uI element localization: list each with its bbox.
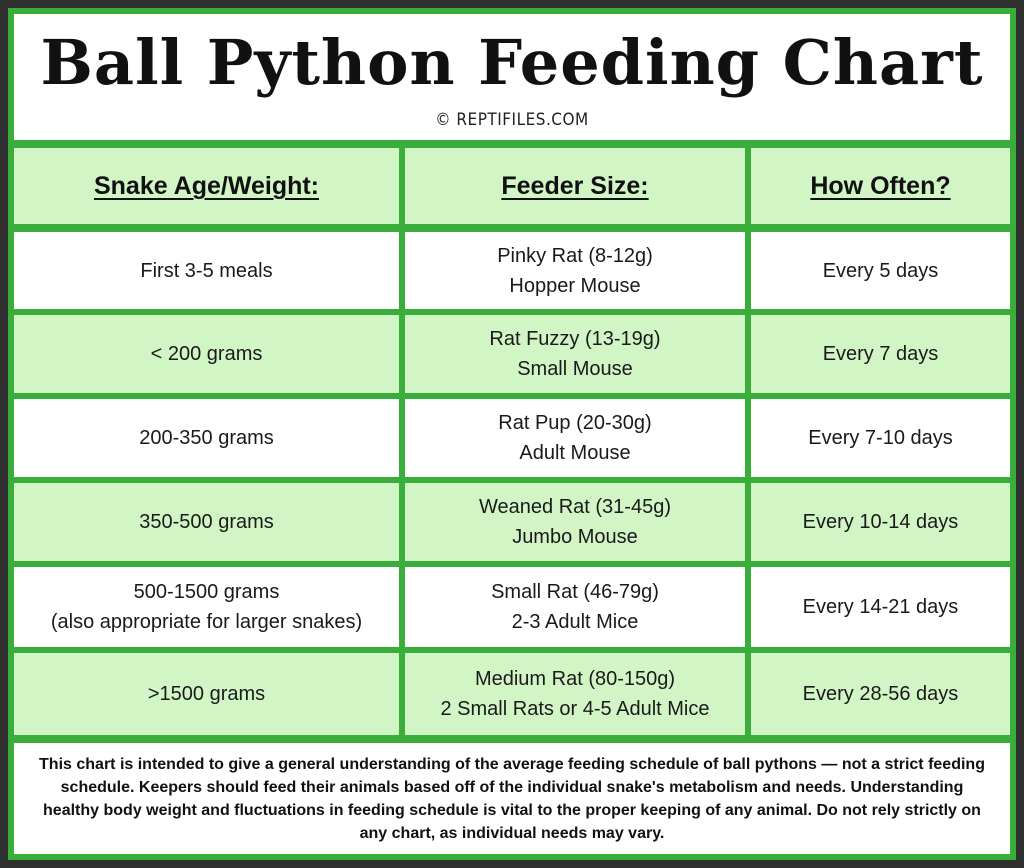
table-row-1-feeder: Pinky Rat (8-12g) Hopper Mouse [405, 232, 745, 309]
feeder-line: Small Mouse [517, 358, 633, 380]
copyright-credit: © REPTIFILES.COM [435, 110, 589, 130]
age-line: 500-1500 grams [133, 581, 280, 603]
column-header-frequency: How Often? [751, 148, 1010, 224]
table-row-6-frequency: Every 28-56 days [751, 653, 1010, 735]
age-line: >1500 grams [147, 683, 266, 705]
frequency-value: Every 28-56 days [802, 683, 959, 705]
column-header-feeder: Feeder Size: [405, 148, 745, 224]
feeder-line: Rat Fuzzy (13-19g) [489, 328, 661, 350]
table-row-3-age: 200-350 grams [14, 399, 399, 477]
feeding-chart: Ball Python Feeding Chart © REPTIFILES.C… [8, 8, 1016, 860]
table-row-4-frequency: Every 10-14 days [751, 483, 1010, 561]
frequency-value: Every 10-14 days [802, 511, 959, 533]
feeder-line: Small Rat (46-79g) [491, 581, 659, 603]
feeder-line: Weaned Rat (31-45g) [479, 496, 671, 518]
table-row-4-feeder: Weaned Rat (31-45g) Jumbo Mouse [405, 483, 745, 561]
age-line: 350-500 grams [139, 511, 274, 533]
table-row-3-feeder: Rat Pup (20-30g) Adult Mouse [405, 399, 745, 477]
chart-title: Ball Python Feeding Chart [40, 26, 984, 99]
frequency-value: Every 7 days [822, 343, 939, 365]
disclaimer-panel: This chart is intended to give a general… [14, 743, 1010, 854]
table-row-2-feeder: Rat Fuzzy (13-19g) Small Mouse [405, 315, 745, 393]
table-row-4-age: 350-500 grams [14, 483, 399, 561]
frequency-value: Every 5 days [822, 259, 939, 282]
age-line: First 3-5 meals [140, 259, 273, 282]
frequency-value: Every 14-21 days [802, 596, 959, 618]
table-row-2-frequency: Every 7 days [751, 315, 1010, 393]
feeder-line: 2 Small Rats or 4-5 Adult Mice [440, 698, 710, 720]
feeder-line: Rat Pup (20-30g) [498, 412, 652, 434]
table-row-1-frequency: Every 5 days [751, 232, 1010, 309]
age-line: 200-350 grams [139, 427, 274, 449]
feeder-line: Medium Rat (80-150g) [474, 668, 676, 690]
title-panel: Ball Python Feeding Chart © REPTIFILES.C… [14, 14, 1010, 140]
table-row-1-age: First 3-5 meals [14, 232, 399, 309]
frequency-value: Every 7-10 days [808, 427, 953, 449]
column-header-age: Snake Age/Weight: [14, 148, 399, 224]
table-row-5-frequency: Every 14-21 days [751, 567, 1010, 647]
age-line: < 200 grams [150, 343, 263, 365]
feeder-line: Hopper Mouse [509, 274, 641, 297]
table-row-5-feeder: Small Rat (46-79g) 2-3 Adult Mice [405, 567, 745, 647]
feeder-line: Jumbo Mouse [512, 526, 638, 548]
feeder-line: 2-3 Adult Mice [511, 611, 639, 633]
age-note: (also appropriate for larger snakes) [50, 611, 363, 633]
table-row-2-age: < 200 grams [14, 315, 399, 393]
table-row-3-frequency: Every 7-10 days [751, 399, 1010, 477]
table-row-6-feeder: Medium Rat (80-150g) 2 Small Rats or 4-5… [405, 653, 745, 735]
table-row-5-age: 500-1500 grams (also appropriate for lar… [14, 567, 399, 647]
table-row-6-age: >1500 grams [14, 653, 399, 735]
feeder-line: Pinky Rat (8-12g) [497, 244, 653, 267]
feeder-line: Adult Mouse [519, 442, 631, 464]
disclaimer-text: This chart is intended to give a general… [39, 756, 985, 842]
